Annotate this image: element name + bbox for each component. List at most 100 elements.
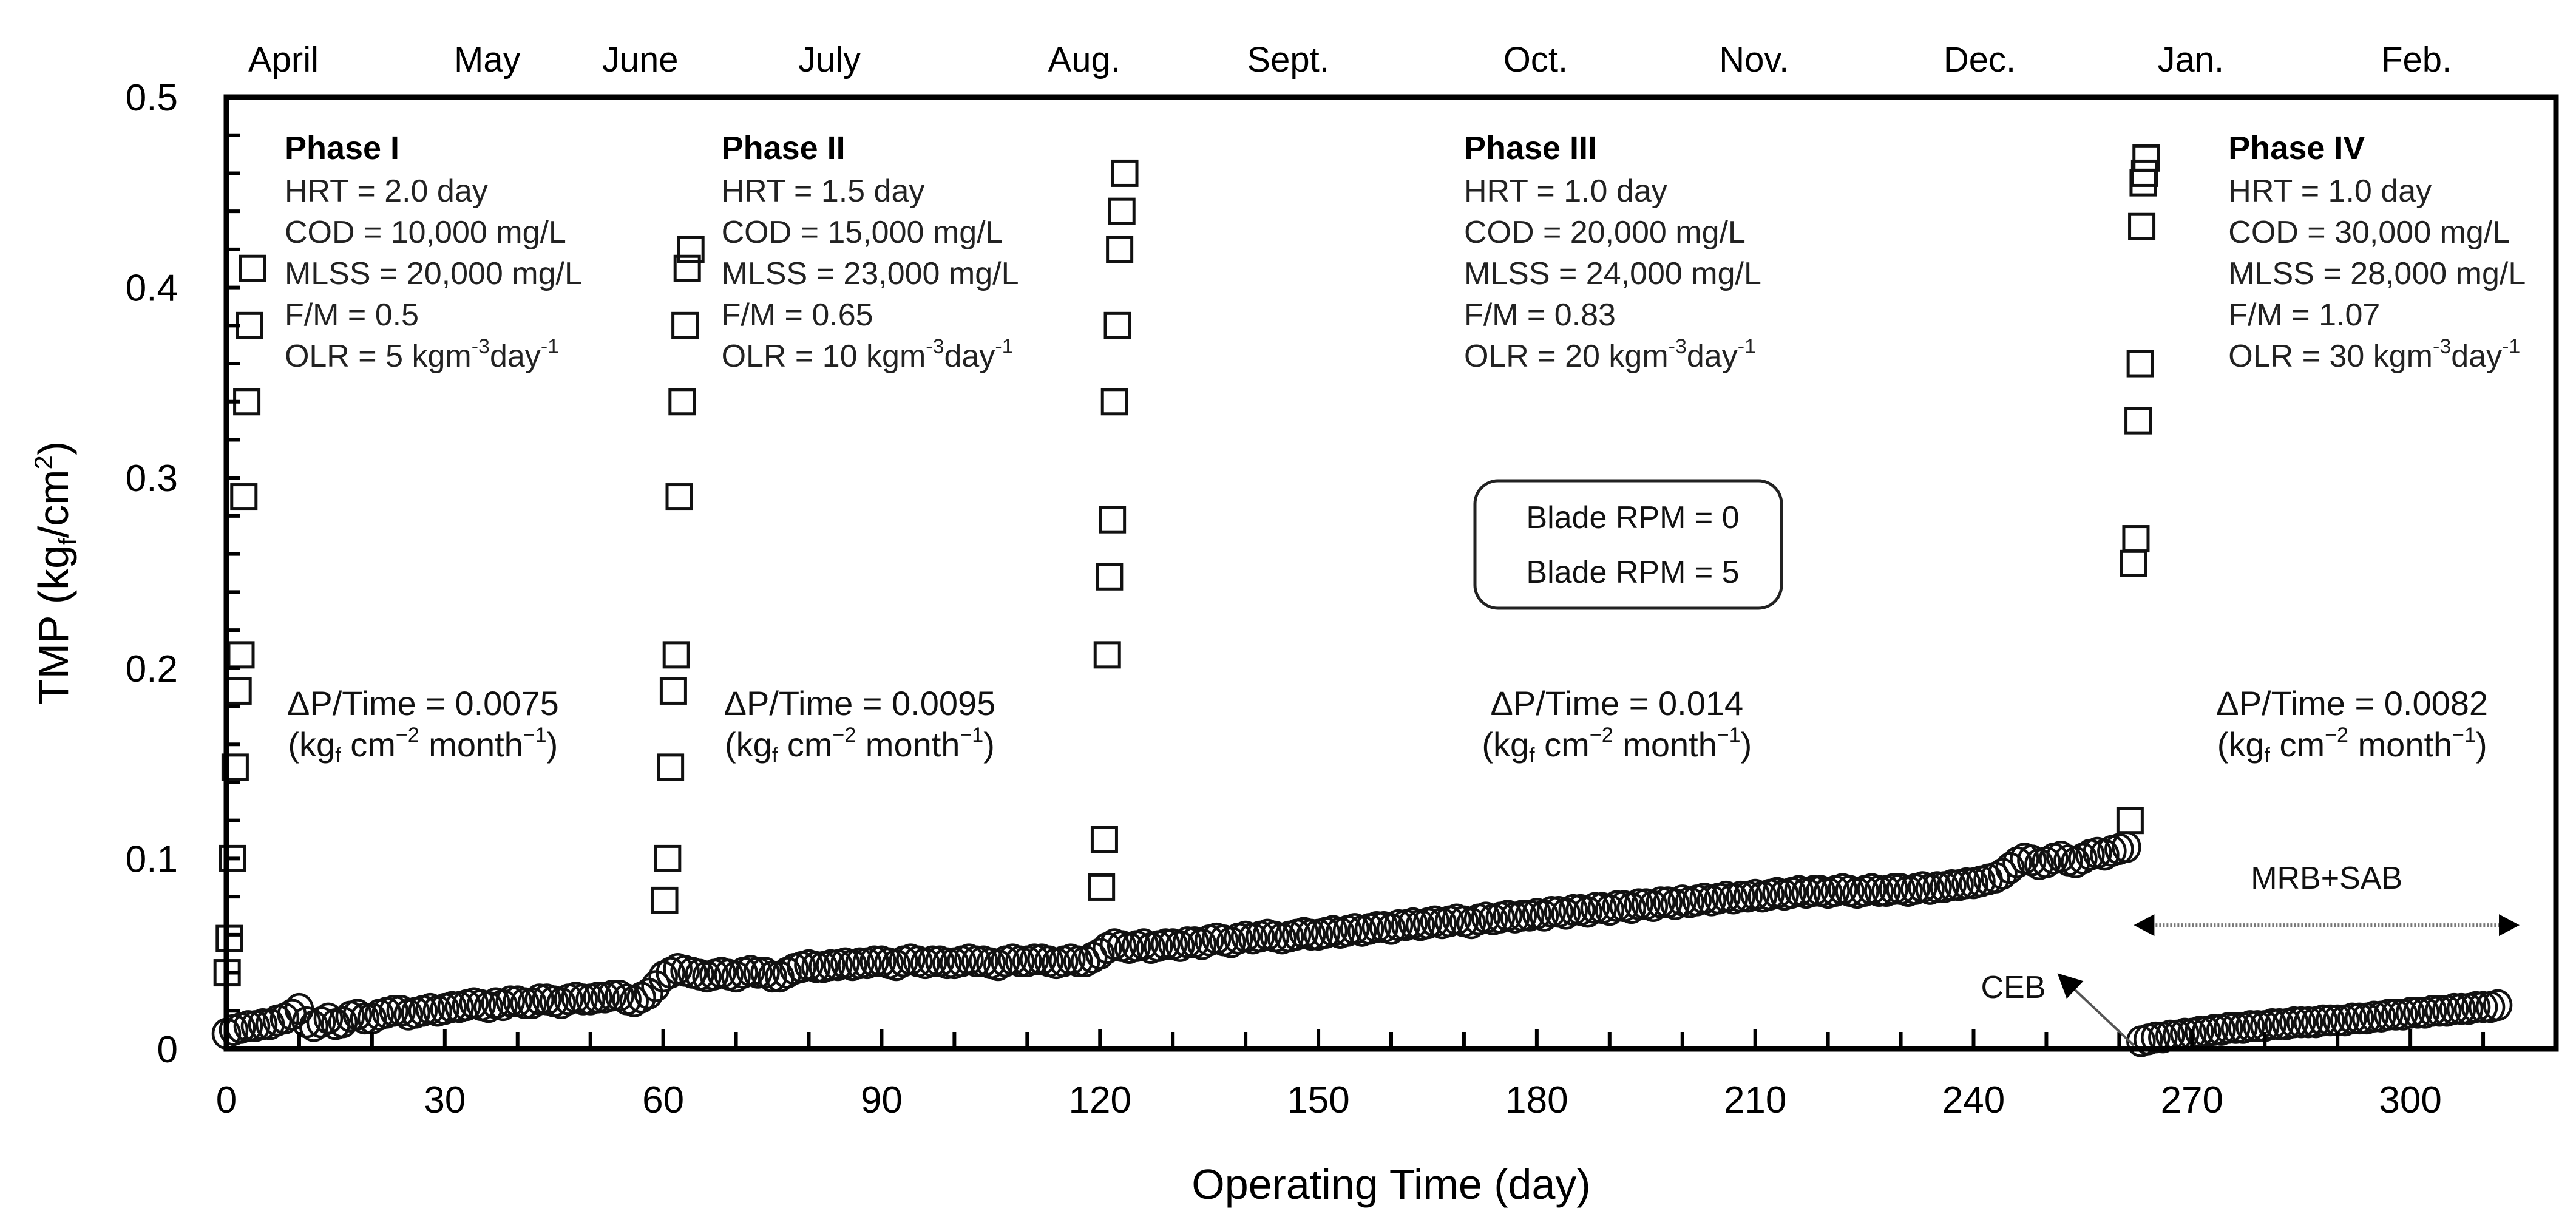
- data-point-square: [1096, 563, 1124, 591]
- data-point-square: [654, 844, 682, 872]
- rate-unit-part: cm: [2270, 725, 2325, 764]
- phase-parameter-text: COD = 30,000 mg/L: [2228, 215, 2510, 250]
- phase-parameter: COD = 10,000 mg/L: [285, 215, 566, 250]
- phase-parameter: OLR = 5 kgm-3day-1: [285, 335, 559, 374]
- data-point-circle: [2235, 1010, 2265, 1042]
- data-point-circle: [2446, 992, 2476, 1025]
- data-point-circle: [495, 985, 526, 1017]
- phase-parameter-text: day: [490, 339, 541, 374]
- rate-unit-part: month: [2348, 725, 2452, 764]
- x-tick-label: 0: [216, 1079, 237, 1121]
- data-point-square: [659, 677, 687, 705]
- legend-entry-rpm-0: Blade RPM = 0: [1526, 500, 1739, 535]
- data-point-square: [221, 753, 249, 781]
- y-tick-label: 0.4: [126, 268, 178, 310]
- data-point-circle: [2344, 1002, 2374, 1035]
- rate-unit-part: ): [547, 725, 558, 764]
- data-point-square: [1111, 159, 1139, 187]
- data-point-circle: [1602, 890, 1632, 923]
- rate-unit-part: ): [983, 725, 995, 764]
- rate-unit-part: month: [856, 725, 960, 764]
- data-point-square: [227, 641, 255, 669]
- data-point-square: [1103, 311, 1131, 339]
- phase-parameter: HRT = 1.0 day: [2228, 174, 2432, 209]
- data-point-circle: [2112, 831, 2141, 863]
- phase-parameter-text: day: [944, 339, 995, 374]
- data-point-square: [224, 677, 252, 705]
- x-tick-label: 60: [642, 1079, 684, 1121]
- data-point-circle: [845, 947, 875, 980]
- rate-unit: (kgf cm−2 month−1): [1482, 724, 1752, 767]
- phase-parameter-text: day: [1687, 339, 1738, 374]
- data-point-square: [1100, 388, 1128, 416]
- phase-parameter: OLR = 20 kgm-3day-1: [1464, 335, 1756, 374]
- rate-unit-part: (kg: [2217, 725, 2265, 764]
- data-point-circle: [1005, 945, 1035, 977]
- phase-parameter-text: MLSS = 20,000 mg/L: [285, 256, 582, 291]
- phase-parameter: COD = 20,000 mg/L: [1464, 215, 1746, 250]
- ceb-label: CEB: [1981, 970, 2046, 1005]
- data-point-circle: [1536, 895, 1567, 928]
- data-point-circle: [2308, 1004, 2338, 1037]
- data-point-circle: [1296, 918, 1326, 951]
- data-point-square: [651, 886, 679, 914]
- phase-parameter: COD = 15,000 mg/L: [722, 215, 1003, 250]
- phase-parameter: F/M = 0.5: [285, 297, 419, 333]
- rate-unit-part: ): [2476, 725, 2487, 764]
- data-point-square: [2124, 407, 2152, 435]
- superscript: -1: [2502, 335, 2520, 358]
- data-point-circle: [2468, 991, 2498, 1023]
- data-point-square: [219, 844, 246, 872]
- data-point-circle: [2315, 1004, 2345, 1037]
- rate-unit-part: −2: [832, 724, 856, 747]
- phase-parameter: MLSS = 23,000 mg/L: [722, 256, 1019, 291]
- data-point-square: [2116, 807, 2144, 835]
- data-point-circle: [2264, 1008, 2294, 1040]
- data-point-square: [668, 388, 696, 416]
- phase-parameter: F/M = 0.65: [722, 297, 873, 333]
- data-point-circle: [634, 977, 663, 1010]
- rate-unit-part: cm: [341, 725, 396, 764]
- data-point-circle: [2257, 1008, 2287, 1040]
- superscript: -3: [472, 335, 490, 358]
- data-point-circle: [1922, 871, 1952, 903]
- ceb-arrow: [2057, 973, 2135, 1046]
- data-point-circle: [1020, 943, 1049, 975]
- month-label: Aug.: [1048, 40, 1120, 80]
- rate-unit-part: f: [772, 744, 778, 767]
- data-point-circle: [758, 960, 787, 993]
- data-point-square: [2128, 212, 2156, 240]
- data-point-circle: [1726, 880, 1755, 913]
- data-point-circle: [2373, 999, 2404, 1031]
- phase-parameter: F/M = 0.83: [1464, 297, 1616, 333]
- phase-parameter: COD = 30,000 mg/L: [2228, 215, 2510, 250]
- rate-value: ΔP/Time = 0.0095: [724, 684, 996, 722]
- y-tick-label: 0.3: [126, 458, 178, 500]
- data-point-circle: [1937, 869, 1967, 901]
- y-axis-title: TMP (kgf/cm2): [29, 441, 82, 705]
- data-point-square: [2130, 159, 2158, 187]
- month-label: Oct.: [1503, 40, 1568, 80]
- phase-title: Phase III: [1464, 130, 1597, 166]
- data-point-square: [239, 254, 266, 282]
- phase-parameter-text: OLR = 20 kgm: [1464, 339, 1669, 374]
- phase-parameter-text: MLSS = 28,000 mg/L: [2228, 256, 2526, 291]
- data-point-circle: [248, 1008, 278, 1040]
- phase-parameter-text: OLR = 30 kgm: [2228, 339, 2433, 374]
- phase-parameter: OLR = 10 kgm-3day-1: [722, 335, 1014, 374]
- rate-unit-part: −1: [2452, 724, 2476, 747]
- rate-unit-part: f: [335, 744, 341, 767]
- month-label: Jan.: [2158, 40, 2225, 80]
- data-point-square: [236, 311, 263, 339]
- arrow-left-icon: [2134, 914, 2155, 937]
- data-point-circle: [2243, 1010, 2273, 1042]
- x-tick-label: 30: [424, 1079, 466, 1121]
- data-point-circle: [233, 1010, 263, 1042]
- data-point-circle: [2359, 1000, 2389, 1033]
- data-point-circle: [597, 979, 627, 1012]
- data-point-circle: [961, 945, 991, 977]
- phase-parameter-text: MLSS = 24,000 mg/L: [1464, 256, 1761, 291]
- data-point-circle: [350, 1002, 380, 1035]
- y-axis-title-main: TMP (kg: [30, 545, 77, 705]
